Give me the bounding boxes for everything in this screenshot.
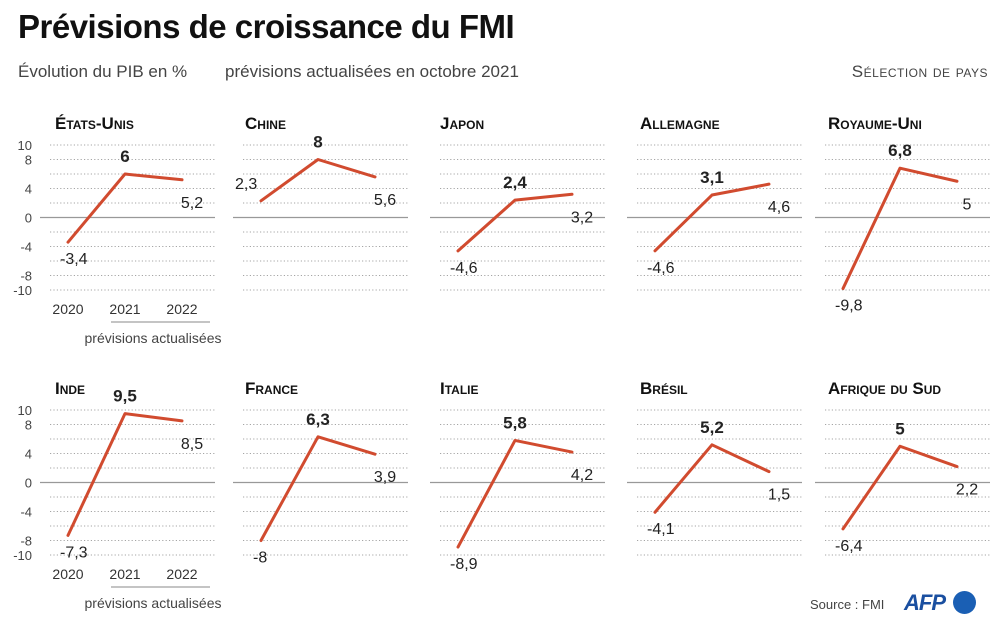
data-label: -7,3	[60, 544, 88, 561]
y-tick-label: 0	[25, 211, 32, 226]
y-tick-label: 8	[25, 153, 32, 168]
x-tick-label: 2020	[52, 301, 83, 317]
data-label: 2,2	[956, 482, 978, 499]
series-line-royaume-uni	[841, 166, 959, 291]
y-tick-label: -10	[13, 548, 32, 563]
source-credit: Source : FMI	[810, 597, 885, 612]
y-tick-label: -4	[20, 505, 32, 520]
series-line-etats-unis	[66, 172, 184, 244]
chart-title-etats-unis: États-Unis	[55, 114, 134, 133]
data-label: 4,6	[768, 199, 790, 216]
x-note-label: prévisions actualisées	[85, 595, 222, 611]
chart-title-afrique-du-sud: Afrique du Sud	[828, 379, 941, 398]
chart-title-allemagne: Allemagne	[640, 114, 720, 133]
data-label: 6,3	[306, 410, 330, 429]
data-label: 3,9	[374, 469, 396, 486]
data-label: 6,8	[888, 141, 912, 160]
chart-title-royaume-uni: Royaume-Uni	[828, 114, 922, 133]
data-label: 9,5	[113, 387, 137, 406]
y-tick-label: -4	[20, 240, 32, 255]
data-label: -8,9	[450, 556, 478, 573]
series-line-bresil	[653, 443, 771, 514]
data-label: -9,8	[835, 298, 863, 315]
series-line-france	[259, 435, 377, 542]
selection-label: Sélection de pays	[851, 62, 988, 81]
series-line-japon	[456, 192, 574, 253]
data-label: 1,5	[768, 487, 790, 504]
data-label: 5,2	[181, 195, 203, 212]
data-label: 4,2	[571, 467, 593, 484]
y-tick-label: -8	[20, 534, 32, 549]
page-title: Prévisions de croissance du FMI	[18, 8, 515, 45]
data-label: -4,1	[647, 521, 675, 538]
x-tick-label: 2020	[52, 566, 83, 582]
y-tick-label: 10	[18, 403, 32, 418]
chart-title-chine: Chine	[245, 114, 286, 133]
y-tick-label: -10	[13, 283, 32, 298]
y-tick-label: 4	[25, 447, 32, 462]
series-line-italie	[456, 438, 574, 549]
x-note-label: prévisions actualisées	[85, 330, 222, 346]
data-label: 2,3	[235, 176, 257, 193]
series-line-inde	[66, 412, 184, 537]
data-label: -4,6	[450, 260, 478, 277]
chart-title-japon: Japon	[440, 114, 484, 133]
chart-note: prévisions actualisées en octobre 2021	[225, 62, 519, 81]
data-label: -8	[253, 550, 267, 567]
y-tick-label: 0	[25, 476, 32, 491]
data-label: -4,6	[647, 260, 675, 277]
afp-logo-dot	[953, 591, 976, 614]
data-label: 8	[313, 133, 322, 152]
series-line-allemagne	[653, 182, 771, 253]
data-label: -3,4	[60, 251, 88, 268]
data-label: -6,4	[835, 538, 863, 555]
data-label: 6	[120, 147, 129, 166]
chart-title-france: France	[245, 379, 298, 398]
data-label: 3,2	[571, 209, 593, 226]
x-tick-label: 2021	[109, 301, 140, 317]
y-tick-label: 8	[25, 418, 32, 433]
y-tick-label: 4	[25, 182, 32, 197]
x-tick-label: 2021	[109, 566, 140, 582]
data-label: 5	[895, 419, 904, 438]
series-line-chine	[259, 158, 377, 203]
y-tick-label: 10	[18, 138, 32, 153]
data-label: 8,5	[181, 436, 203, 453]
y-tick-label: -8	[20, 269, 32, 284]
afp-logo: AFP	[904, 590, 946, 615]
chart-title-italie: Italie	[440, 379, 479, 398]
data-label: 5	[963, 196, 972, 213]
chart-subtitle: Évolution du PIB en %	[18, 62, 188, 81]
chart-title-bresil: Brésil	[640, 379, 688, 398]
chart-title-inde: Inde	[55, 379, 85, 398]
data-label: 5,6	[374, 192, 396, 209]
series-line-afrique-du-sud	[841, 444, 959, 531]
data-label: 5,2	[700, 418, 724, 437]
data-label: 5,8	[503, 413, 527, 432]
x-tick-label: 2022	[166, 301, 197, 317]
data-label: 3,1	[700, 168, 724, 187]
data-label: 2,4	[503, 173, 527, 192]
x-tick-label: 2022	[166, 566, 197, 582]
